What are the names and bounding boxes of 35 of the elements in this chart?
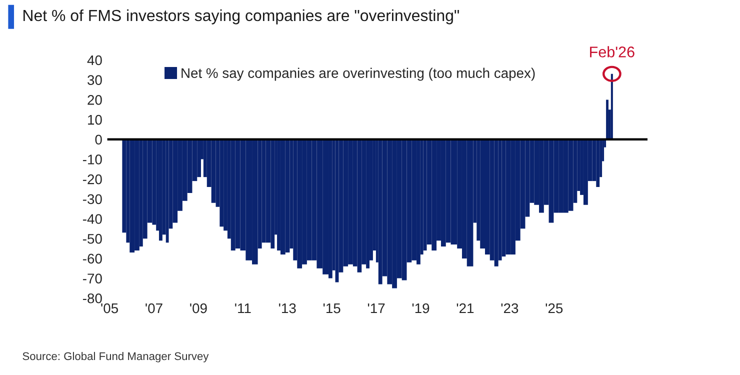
bar bbox=[166, 139, 169, 243]
y-tick-label: -20 bbox=[82, 174, 102, 184]
y-tick-label: -50 bbox=[82, 234, 102, 244]
x-tick-label: '21 bbox=[456, 303, 474, 314]
annotation: Feb'26 bbox=[590, 46, 634, 58]
bar bbox=[220, 139, 224, 227]
y-tick-label: -40 bbox=[82, 214, 102, 224]
bar bbox=[494, 139, 498, 266]
chart-title: Net % of FMS investors saying companies are "overinvesting" bbox=[24, 9, 459, 24]
y-tick-label: 40 bbox=[87, 55, 102, 66]
x-tick-label: '13 bbox=[279, 303, 296, 314]
y-tick-label: 20 bbox=[88, 95, 102, 105]
legend-label: Net % say companies are overinvesting (too much capex) bbox=[182, 68, 535, 81]
bar bbox=[596, 139, 600, 187]
x-tick-label: '15 bbox=[323, 303, 340, 314]
x-tick-label: '19 bbox=[412, 303, 430, 314]
bar bbox=[357, 139, 362, 272]
x-tick-label: '17 bbox=[368, 303, 385, 314]
source-note: Source: Global Fund Manager Survey bbox=[22, 352, 209, 362]
y-tick-label: 10 bbox=[88, 114, 102, 125]
y-tick-label: -30 bbox=[82, 194, 102, 204]
y-tick-label: -10 bbox=[82, 154, 102, 164]
y-tick-label: -70 bbox=[82, 274, 102, 284]
x-tick-label: '05 bbox=[101, 303, 118, 314]
bar bbox=[211, 139, 216, 203]
y-tick-label: -60 bbox=[82, 254, 102, 264]
x-tick-label: '11 bbox=[235, 303, 251, 314]
y-tick-label: 30 bbox=[88, 75, 102, 86]
x-tick-label: '25 bbox=[546, 303, 563, 314]
x-tick-label: '23 bbox=[501, 303, 518, 314]
x-tick-label: '07 bbox=[146, 303, 162, 314]
y-tick-label: -80 bbox=[82, 293, 102, 304]
y-tick-label: 0 bbox=[95, 134, 102, 145]
bar bbox=[280, 139, 286, 254]
x-tick-label: '09 bbox=[190, 303, 207, 314]
